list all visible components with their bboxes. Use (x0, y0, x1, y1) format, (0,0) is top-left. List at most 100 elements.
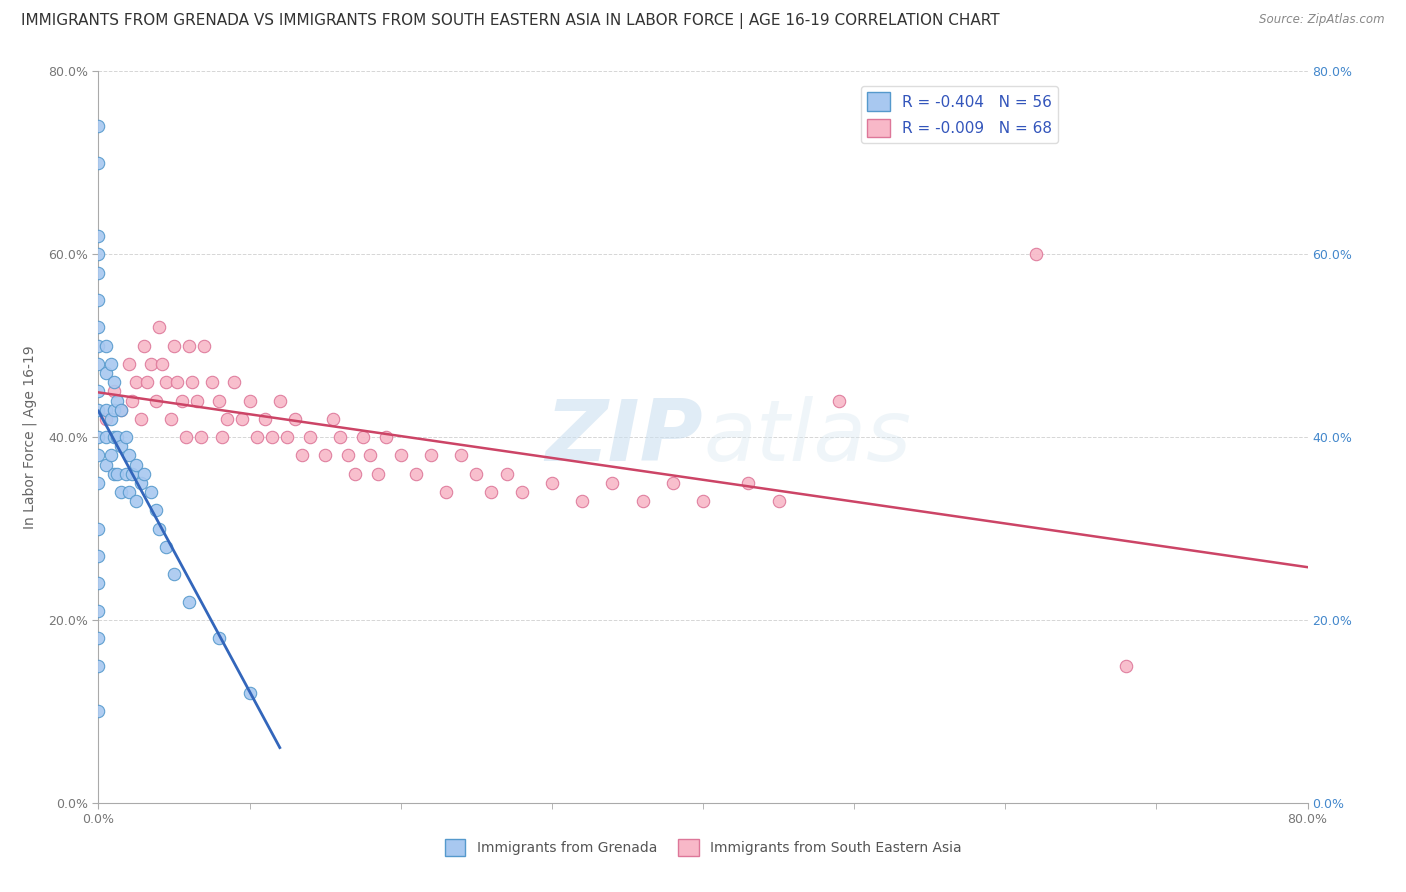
Text: ZIP: ZIP (546, 395, 703, 479)
Point (208, 632, 231, 646)
Point (211, 430, 233, 444)
Point (87, 357, 110, 371)
Point (420, 448, 443, 462)
Point (768, 494, 790, 508)
Point (224, 375, 246, 389)
Point (571, 494, 593, 508)
Point (110, 402, 132, 417)
Point (100, 448, 122, 462)
Point (181, 375, 204, 389)
Point (155, 540, 177, 554)
Point (87, 320, 110, 334)
Point (125, 494, 148, 508)
Point (121, 467, 143, 481)
Point (141, 485, 163, 500)
Point (239, 393, 262, 408)
Point (125, 375, 148, 389)
Point (87, 156, 110, 170)
Point (132, 467, 155, 481)
Point (150, 357, 173, 371)
Point (103, 402, 125, 417)
Point (114, 467, 136, 481)
Point (201, 375, 224, 389)
Point (231, 412, 253, 426)
Point (495, 467, 517, 481)
Point (110, 485, 132, 500)
Point (125, 458, 148, 472)
Point (103, 384, 125, 399)
Point (276, 430, 298, 444)
Point (450, 448, 472, 462)
Point (155, 375, 177, 389)
Point (121, 393, 143, 408)
Point (87, 576, 110, 591)
Point (103, 467, 125, 481)
Point (360, 448, 382, 462)
Point (163, 338, 186, 352)
Point (239, 686, 262, 700)
Point (110, 402, 132, 417)
Point (262, 430, 284, 444)
Point (94, 402, 117, 417)
Point (145, 393, 167, 408)
Point (110, 439, 132, 453)
Point (166, 375, 188, 389)
Point (481, 485, 503, 500)
Point (389, 448, 412, 462)
Point (100, 357, 122, 371)
Point (163, 567, 186, 582)
Point (87, 402, 110, 417)
Point (465, 467, 488, 481)
Point (100, 412, 122, 426)
Point (193, 338, 215, 352)
Point (87, 229, 110, 244)
Point (1115, 658, 1137, 673)
Point (253, 412, 276, 426)
Text: Source: ZipAtlas.com: Source: ZipAtlas.com (1260, 13, 1385, 27)
Point (299, 430, 322, 444)
Point (352, 430, 374, 444)
Point (129, 475, 152, 490)
Point (661, 475, 683, 490)
Point (322, 412, 344, 426)
Point (602, 475, 624, 490)
Point (132, 338, 155, 352)
Point (170, 393, 193, 408)
Point (344, 467, 367, 481)
Point (246, 430, 269, 444)
Point (87, 604, 110, 618)
Point (145, 503, 167, 517)
Point (367, 467, 389, 481)
Point (94, 430, 117, 444)
Point (141, 357, 163, 371)
Point (190, 430, 212, 444)
Point (314, 448, 336, 462)
Point (692, 494, 714, 508)
Point (828, 393, 851, 408)
Point (94, 458, 117, 472)
Y-axis label: In Labor Force | Age 16-19: In Labor Force | Age 16-19 (22, 345, 37, 529)
Point (291, 448, 314, 462)
Point (87, 338, 110, 352)
Point (284, 412, 307, 426)
Point (103, 375, 125, 389)
Point (87, 384, 110, 399)
Point (269, 393, 291, 408)
Point (105, 393, 128, 408)
Point (540, 475, 562, 490)
Point (118, 485, 141, 500)
Point (94, 366, 117, 380)
Point (87, 658, 110, 673)
Text: IMMIGRANTS FROM GRENADA VS IMMIGRANTS FROM SOUTH EASTERN ASIA IN LABOR FORCE | A: IMMIGRANTS FROM GRENADA VS IMMIGRANTS FR… (21, 13, 1000, 29)
Point (118, 357, 141, 371)
Legend: Immigrants from Grenada, Immigrants from South Eastern Asia: Immigrants from Grenada, Immigrants from… (439, 834, 967, 862)
Point (631, 494, 654, 508)
Point (179, 594, 201, 608)
Point (118, 448, 141, 462)
Point (434, 485, 457, 500)
Point (148, 320, 170, 334)
Point (87, 247, 110, 261)
Point (135, 375, 157, 389)
Point (87, 549, 110, 563)
Point (87, 430, 110, 444)
